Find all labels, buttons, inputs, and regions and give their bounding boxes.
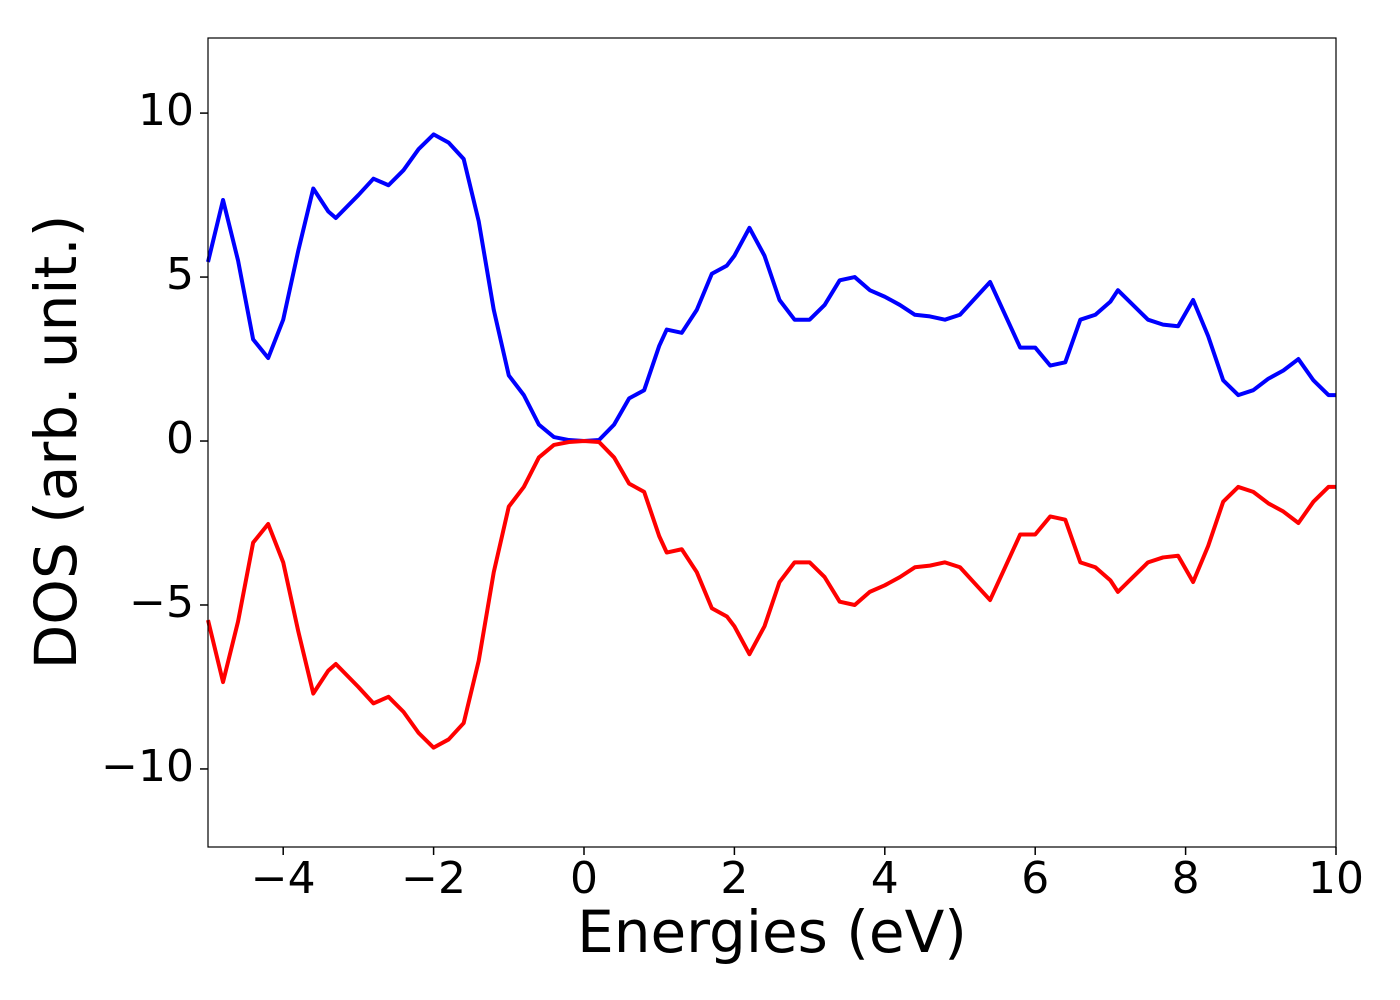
x-tick-label: −4 — [251, 853, 316, 904]
y-tick-label: −10 — [101, 741, 194, 792]
y-tick-label: 5 — [166, 249, 194, 300]
y-axis-label: DOS (arb. unit.) — [22, 215, 90, 670]
x-tick-label: 0 — [570, 853, 598, 904]
x-tick-label: 4 — [871, 853, 899, 904]
x-axis-label: Energies (eV) — [577, 898, 967, 966]
x-tick-label: 10 — [1308, 853, 1364, 904]
x-tick-label: 2 — [720, 853, 748, 904]
line-series — [206, 132, 1336, 444]
y-tick-label: −5 — [129, 577, 194, 628]
x-tick-label: 8 — [1172, 853, 1200, 904]
y-tick-label: 10 — [138, 85, 194, 136]
line-series — [206, 439, 1336, 750]
y-tick-label: 0 — [166, 413, 194, 464]
x-tick-label: 6 — [1021, 853, 1049, 904]
plot-frame — [207, 37, 1337, 848]
x-tick-label: −2 — [401, 853, 466, 904]
